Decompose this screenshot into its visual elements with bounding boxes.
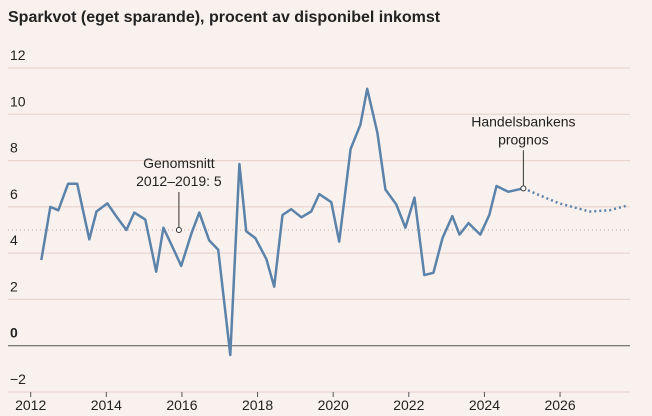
annotation-text: prognos (498, 131, 549, 147)
y-tick-label: 10 (10, 93, 26, 109)
y-tick-label: 12 (10, 47, 26, 63)
x-tick-label: 2026 (544, 397, 575, 413)
annotation-marker (175, 227, 182, 233)
chart-title: Sparkvot (eget sparande), procent av dis… (8, 9, 441, 26)
x-tick-label: 2024 (469, 397, 500, 413)
series-line (40, 87, 524, 357)
y-tick-label: 4 (10, 232, 18, 248)
x-tick-label: 2012 (15, 397, 46, 413)
y-tick-label: 2 (10, 278, 18, 294)
y-tick-label: 6 (10, 186, 18, 202)
annotation-text: Genomsnitt (143, 155, 215, 171)
x-tick-label: 2022 (393, 397, 424, 413)
annotation-text: Handelsbankens (471, 113, 575, 129)
annotation-text: 2012–2019: 5 (136, 173, 222, 189)
x-tick-label: 2016 (166, 397, 197, 413)
x-tick-label: 2018 (242, 397, 273, 413)
y-tick-label: 0 (10, 325, 18, 341)
y-tick-label: −2 (10, 371, 26, 387)
y-tick-label: 8 (10, 140, 18, 156)
x-tick-label: 2020 (318, 397, 349, 413)
x-tick-label: 2014 (91, 397, 122, 413)
annotation-marker (520, 185, 527, 192)
